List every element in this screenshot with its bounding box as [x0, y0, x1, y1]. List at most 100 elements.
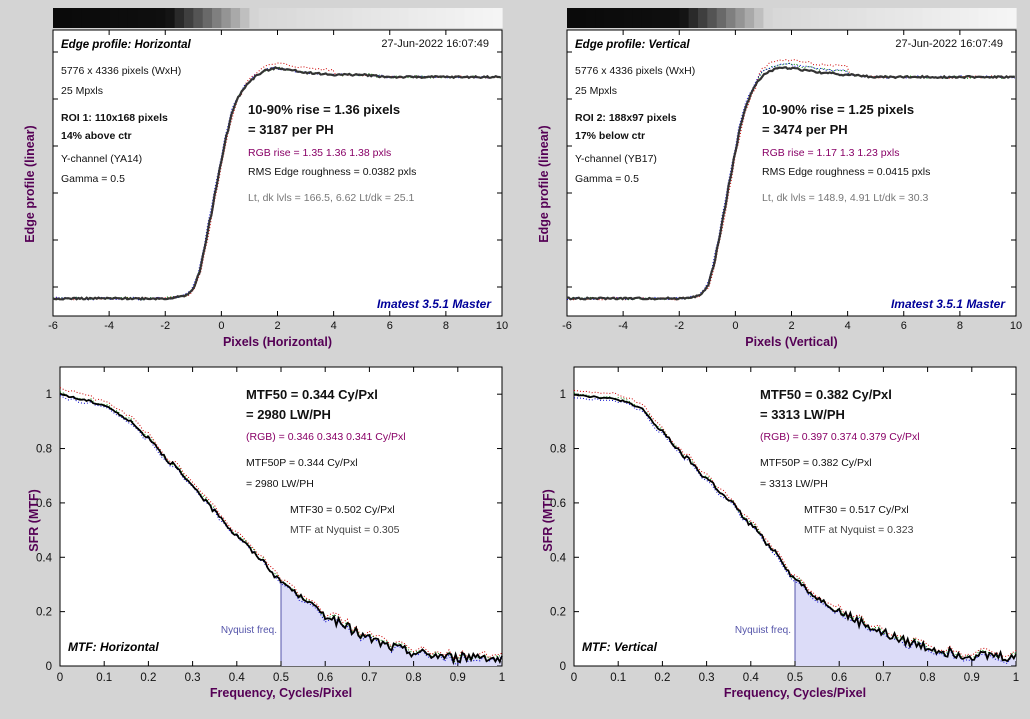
gamma: Gamma = 0.5 — [575, 173, 639, 185]
mtf50p-result: MTF50P = 0.382 Cy/Pxl — [760, 457, 872, 469]
mtf50-rgb: (RGB) = 0.346 0.343 0.341 Cy/Pxl — [246, 431, 406, 443]
imatest-brand: Imatest 3.5.1 Master — [891, 297, 1006, 311]
chart-title: Edge profile: Vertical — [575, 39, 690, 51]
mtf50-result: MTF50 = 0.382 Cy/Pxl — [760, 387, 892, 402]
x-tick-label: 0.2 — [654, 672, 670, 684]
timestamp: 27-Jun-2022 16:07:49 — [381, 38, 489, 50]
x-tick-label: 0.3 — [699, 672, 715, 684]
y-tick-label: 1 — [560, 389, 566, 401]
x-axis-label: Pixels (Horizontal) — [223, 335, 332, 349]
y-tick-label: 0.2 — [550, 607, 566, 619]
gray-gradient-strip — [567, 8, 1017, 28]
x-tick-label: 0.2 — [140, 672, 156, 684]
x-tick-label: 0.9 — [964, 672, 980, 684]
mtf50-lwph: = 3313 LW/PH — [760, 407, 845, 422]
roi-position: 14% above ctr — [61, 130, 132, 142]
mtf-curve — [59, 392, 503, 666]
rise-result: 10-90% rise = 1.36 pixels — [248, 102, 400, 117]
x-tick-label: -4 — [618, 320, 628, 332]
nyquist-region — [795, 579, 1016, 666]
x-tick-label: 10 — [496, 320, 508, 332]
x-tick-label: 0.4 — [743, 672, 760, 684]
x-tick-label: 4 — [331, 320, 337, 332]
y-tick-label: 0.4 — [36, 552, 53, 564]
edge-roughness: RMS Edge roughness = 0.0382 pxls — [248, 166, 416, 178]
mtf50p-lwph: = 3313 LW/PH — [760, 478, 828, 490]
nyquist-label: Nyquist freq. — [735, 625, 791, 636]
x-tick-label: 2 — [788, 320, 794, 332]
mtf-at-nyquist: MTF at Nyquist = 0.323 — [804, 524, 914, 536]
y-tick-label: 0 — [560, 661, 566, 673]
x-axis-label: Frequency, Cycles/Pixel — [724, 686, 866, 700]
megapixels: 25 Mpxls — [575, 85, 617, 97]
y-axis-label: Edge profile (linear) — [537, 125, 551, 242]
y-axis-label: SFR (MTF) — [541, 489, 555, 551]
x-tick-label: 0.6 — [317, 672, 333, 684]
gray-gradient-strip — [53, 8, 503, 28]
nyquist-label: Nyquist freq. — [221, 625, 277, 636]
y-axis-label: SFR (MTF) — [27, 489, 41, 551]
x-tick-label: 0.4 — [229, 672, 246, 684]
y-tick-label: 0.8 — [36, 444, 52, 456]
edge-roughness: RMS Edge roughness = 0.0415 pxls — [762, 166, 930, 178]
edge-profile-line — [567, 66, 1016, 301]
y-tick-label: 0.6 — [36, 498, 52, 510]
channel-curve — [59, 387, 503, 660]
light-dark-levels: Lt, dk lvls = 166.5, 6.62 Lt/dk = 25.1 — [248, 192, 415, 204]
imatest-brand: Imatest 3.5.1 Master — [377, 297, 492, 311]
x-tick-label: -2 — [674, 320, 684, 332]
x-tick-label: 6 — [901, 320, 907, 332]
x-tick-label: 8 — [443, 320, 449, 332]
x-tick-label: 6 — [387, 320, 393, 332]
x-axis-label: Pixels (Vertical) — [745, 335, 837, 349]
rgb-rise: RGB rise = 1.17 1.3 1.23 pxls — [762, 147, 899, 159]
roi-size: ROI 1: 110x168 pixels — [61, 112, 168, 124]
image-size: 5776 x 4336 pixels (WxH) — [575, 65, 695, 77]
rise-per-ph: = 3474 per PH — [762, 122, 848, 137]
x-tick-label: 0.7 — [361, 672, 377, 684]
x-tick-label: 0 — [57, 672, 63, 684]
x-tick-label: 0 — [732, 320, 738, 332]
x-tick-label: 10 — [1010, 320, 1022, 332]
mtf30-result: MTF30 = 0.502 Cy/Pxl — [290, 504, 395, 516]
edge-profile-line — [52, 66, 502, 301]
chart-title: MTF: Vertical — [582, 640, 658, 654]
x-tick-label: 0.3 — [185, 672, 201, 684]
x-tick-label: 0.5 — [273, 672, 289, 684]
roi-size: ROI 2: 188x97 pixels — [575, 112, 677, 124]
mtf-curve — [574, 393, 1017, 663]
chart-title: MTF: Horizontal — [68, 640, 159, 654]
x-tick-label: 2 — [274, 320, 280, 332]
x-tick-label: 0.8 — [920, 672, 936, 684]
x-tick-label: 0.7 — [875, 672, 891, 684]
timestamp: 27-Jun-2022 16:07:49 — [895, 38, 1003, 50]
x-tick-label: -6 — [48, 320, 58, 332]
x-tick-label: 1 — [1013, 672, 1019, 684]
x-axis-label: Frequency, Cycles/Pixel — [210, 686, 352, 700]
x-tick-label: 0.1 — [610, 672, 626, 684]
x-tick-label: -6 — [562, 320, 572, 332]
rise-result: 10-90% rise = 1.25 pixels — [762, 102, 914, 117]
x-tick-label: 0.8 — [406, 672, 422, 684]
mtf50p-lwph: = 2980 LW/PH — [246, 478, 314, 490]
x-tick-label: -2 — [160, 320, 170, 332]
edge-profile-vertical: -6 -4 -2 0 2 4 6 8 10 Edge profile: Vertical 27-Ju… — [537, 29, 1022, 349]
channel-curve — [59, 395, 503, 665]
mtf50-rgb: (RGB) = 0.397 0.374 0.379 Cy/Pxl — [760, 431, 920, 443]
gamma: Gamma = 0.5 — [61, 173, 125, 185]
x-tick-label: 0.5 — [787, 672, 803, 684]
y-tick-label: 0.4 — [550, 552, 567, 564]
y-tick-label: 0 — [46, 661, 52, 673]
x-tick-label: -4 — [104, 320, 114, 332]
y-tick-label: 0.8 — [550, 444, 566, 456]
mtf30-result: MTF30 = 0.517 Cy/Pxl — [804, 504, 909, 516]
mtf-vertical: 0 0.1 0.2 0.3 0.4 0.5 0.6 0.7 0.8 0.9 1 0 0.2 0.4 0.6 0… — [541, 366, 1019, 700]
chart-title: Edge profile: Horizontal — [61, 39, 192, 51]
light-dark-levels: Lt, dk lvls = 148.9, 4.91 Lt/dk = 30.3 — [762, 192, 929, 204]
x-tick-label: 0.1 — [96, 672, 112, 684]
x-tick-label: 8 — [957, 320, 963, 332]
edge-profile-horizontal: -6 -4 -2 0 2 4 6 8 10 Edge profile: Horizontal 27-… — [23, 29, 508, 349]
nyquist-region — [281, 582, 502, 666]
image-size: 5776 x 4336 pixels (WxH) — [61, 65, 181, 77]
